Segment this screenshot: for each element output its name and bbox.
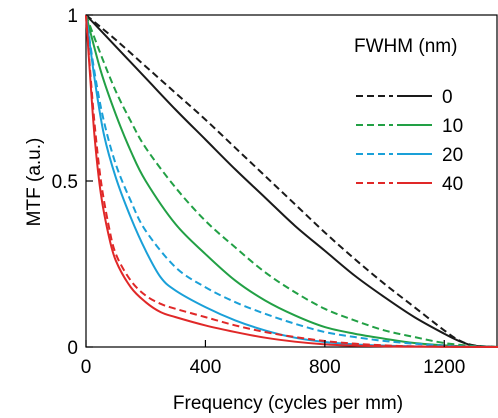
series-40-dashed-line bbox=[85, 14, 498, 348]
legend-label-0: 0 bbox=[442, 87, 453, 108]
y-tick-label: 0.5 bbox=[52, 172, 78, 193]
legend-title: FWHM (nm) bbox=[354, 36, 457, 57]
plot-border bbox=[85, 14, 498, 348]
series-0-solid-line bbox=[85, 14, 498, 348]
x-tick-label: 800 bbox=[309, 357, 341, 378]
legend-label-10: 10 bbox=[442, 116, 463, 137]
x-tick-label: 1200 bbox=[423, 357, 465, 378]
y-axis-label: MTF (a.u.) bbox=[24, 138, 45, 227]
legend-label-40: 40 bbox=[442, 174, 463, 195]
series-20-dashed-line bbox=[85, 14, 498, 348]
x-tick-label: 0 bbox=[81, 357, 92, 378]
y-tick-label: 0 bbox=[67, 338, 78, 359]
plot-frame bbox=[85, 14, 498, 348]
series-layer bbox=[85, 14, 498, 348]
y-tick-label: 1 bbox=[67, 6, 78, 27]
x-tick-label: 400 bbox=[190, 357, 222, 378]
series-20-solid-line bbox=[85, 14, 498, 348]
series-40-solid-line bbox=[85, 14, 498, 348]
legend-label-20: 20 bbox=[442, 145, 463, 166]
series-10-solid-line bbox=[85, 14, 498, 348]
series-0-dashed-line bbox=[85, 14, 498, 348]
legend: FWHM (nm) 0 10 20 40 bbox=[354, 36, 463, 195]
series-10-dashed-line bbox=[85, 14, 498, 348]
x-axis-label: Frequency (cycles per mm) bbox=[173, 393, 403, 414]
